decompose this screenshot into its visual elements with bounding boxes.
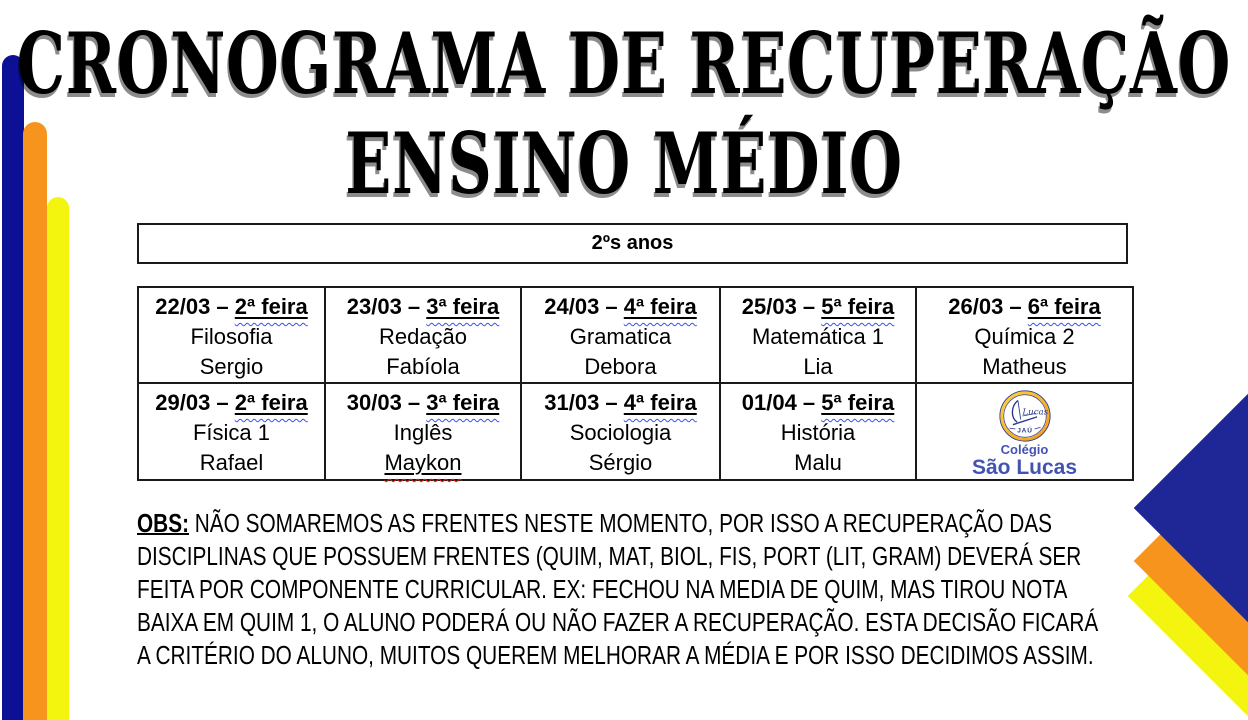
- schedule-cell: 30/03 – 3ª feira Inglês Maykon: [324, 382, 522, 481]
- decor-bar-orange: [23, 122, 47, 720]
- obs-line-5: A CRITÉRIO DO ALUNO, MUITOS QUEREM MELHO…: [137, 640, 1094, 670]
- svg-text:JAÚ: JAÚ: [1017, 425, 1033, 434]
- cell-date: 30/03 – 3ª feira: [346, 390, 500, 415]
- svg-text:Lucas: Lucas: [1021, 407, 1048, 417]
- section-header-label: 2ºs anos: [591, 232, 674, 254]
- school-logo-line2: São Lucas: [971, 456, 1078, 479]
- cell-teacher: Maykon: [384, 450, 462, 475]
- cell-subject: Matemática 1: [751, 324, 885, 349]
- cell-date: 22/03 – 2ª feira: [155, 294, 308, 319]
- schedule-cell: 22/03 – 2ª feira Filosofia Sergio: [137, 286, 326, 384]
- school-logo-line1: Colégio: [1000, 442, 1049, 457]
- schedule-cell: 24/03 – 4ª feira Gramatica Debora: [520, 286, 721, 384]
- schedule-cell: 23/03 – 3ª feira Redação Fabíola: [324, 286, 522, 384]
- page-title-line1: CRONOGRAMA DE RECUPERAÇÃO: [16, 14, 1232, 113]
- obs-line-3: FEITA POR COMPONENTE CURRICULAR. EX: FEC…: [137, 574, 1068, 604]
- cell-day: 4ª feira: [623, 390, 697, 415]
- schedule-cell: 29/03 – 2ª feira Física 1 Rafael: [137, 382, 326, 481]
- cell-day: 2ª feira: [234, 294, 308, 319]
- cell-subject: Sociologia: [569, 420, 672, 445]
- section-header: 2ºs anos: [137, 223, 1128, 264]
- school-logo: Lucas JAÚ Colégio São Lucas: [917, 388, 1132, 479]
- schedule-row-1: 22/03 – 2ª feira Filosofia Sergio 23/03 …: [137, 286, 1134, 384]
- schedule-cell: 01/04 – 5ª feira História Malu: [719, 382, 917, 481]
- obs-line-2: DISCIPLINAS QUE POSSUEM FRENTES (QUIM, M…: [137, 541, 1082, 571]
- decor-bar-yellow: [47, 197, 69, 720]
- schedule-cell: 26/03 – 6ª feira Química 2 Matheus: [915, 286, 1134, 384]
- cell-day: 6ª feira: [1027, 294, 1101, 319]
- cell-teacher: Rafael: [199, 450, 264, 475]
- cell-teacher: Fabíola: [386, 354, 460, 379]
- cell-day: 4ª feira: [623, 294, 697, 319]
- obs-label: OBS:: [137, 508, 189, 538]
- cell-teacher: Lia: [803, 354, 833, 379]
- schedule-cell-logo: Lucas JAÚ Colégio São Lucas: [915, 382, 1134, 481]
- cell-date: 31/03 – 4ª feira: [544, 390, 697, 415]
- cell-date: 24/03 – 4ª feira: [544, 294, 697, 319]
- observation-note: OBS: NÃO SOMAREMOS AS FRENTES NESTE MOME…: [137, 507, 1248, 672]
- cell-day: 3ª feira: [426, 390, 500, 415]
- obs-line-1: OBS: NÃO SOMAREMOS AS FRENTES NESTE MOME…: [137, 508, 1052, 538]
- cell-date: 25/03 – 5ª feira: [741, 294, 895, 319]
- page-title: CRONOGRAMA DE RECUPERAÇÃO ENSINO MÉDIO: [0, 14, 1248, 214]
- cell-day: 3ª feira: [426, 294, 500, 319]
- schedule-row-2: 29/03 – 2ª feira Física 1 Rafael 30/03 –…: [137, 382, 1134, 481]
- cell-subject: Inglês: [393, 420, 453, 445]
- cell-subject: Gramatica: [569, 324, 672, 349]
- cell-teacher: Sérgio: [588, 450, 653, 475]
- cell-subject: Redação: [378, 324, 468, 349]
- cell-date: 29/03 – 2ª feira: [155, 390, 308, 415]
- page-title-line2: ENSINO MÉDIO: [345, 114, 903, 213]
- cell-subject: Física 1: [192, 420, 271, 445]
- cell-teacher: Malu: [794, 450, 842, 475]
- cell-subject: Química 2: [974, 324, 1075, 349]
- cell-date: 01/04 – 5ª feira: [741, 390, 895, 415]
- cell-teacher: Matheus: [982, 354, 1067, 379]
- school-logo-icon: Lucas JAÚ: [998, 390, 1051, 442]
- cell-day: 5ª feira: [821, 390, 895, 415]
- decor-bar-blue: [2, 55, 24, 720]
- schedule-table: 22/03 – 2ª feira Filosofia Sergio 23/03 …: [137, 286, 1134, 481]
- cell-teacher: Debora: [584, 354, 657, 379]
- cell-subject: História: [780, 420, 856, 445]
- cell-day: 2ª feira: [234, 390, 308, 415]
- obs-line-4: BAIXA EM QUIM 1, O ALUNO PODERÁ OU NÃO F…: [137, 607, 1099, 637]
- cell-subject: Filosofia: [190, 324, 273, 349]
- cell-teacher: Sergio: [199, 354, 264, 379]
- cell-date: 23/03 – 3ª feira: [346, 294, 500, 319]
- cell-date: 26/03 – 6ª feira: [948, 294, 1101, 319]
- schedule-cell: 31/03 – 4ª feira Sociologia Sérgio: [520, 382, 721, 481]
- schedule-cell: 25/03 – 5ª feira Matemática 1 Lia: [719, 286, 917, 384]
- cell-day: 5ª feira: [821, 294, 895, 319]
